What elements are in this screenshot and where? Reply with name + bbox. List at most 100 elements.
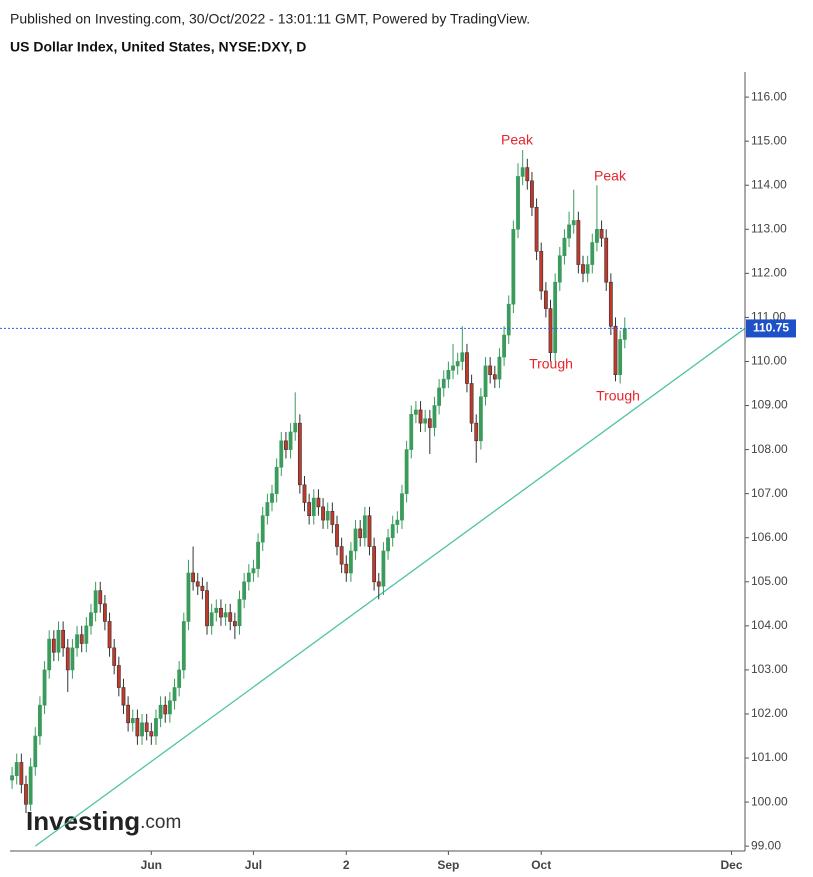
candle-body xyxy=(311,497,316,516)
candle-body xyxy=(316,497,321,508)
x-tick-label: Dec xyxy=(721,858,743,872)
y-tick-label: 116.00 xyxy=(751,89,787,103)
y-tick-label: 104.00 xyxy=(751,618,788,632)
candle-body xyxy=(93,590,98,613)
candle-body xyxy=(103,603,107,622)
candle-body xyxy=(200,585,205,591)
y-tick-label: 105.00 xyxy=(751,574,788,588)
candle-body xyxy=(121,687,126,706)
candle-body xyxy=(451,365,455,371)
logo-brand: Investing xyxy=(26,806,140,836)
candle-body xyxy=(562,237,567,257)
candle-body xyxy=(219,607,223,618)
candle-body xyxy=(520,167,525,177)
candle-body xyxy=(414,409,418,415)
x-tick-label: Oct xyxy=(531,858,551,872)
y-tick-label: 108.00 xyxy=(751,442,788,456)
logo: Investing.com xyxy=(26,806,181,836)
chart-title: US Dollar Index, United States, NYSE:DXY… xyxy=(10,39,306,55)
y-tick-label: 106.00 xyxy=(751,530,788,544)
candle-body xyxy=(56,629,61,653)
candle-body xyxy=(613,325,618,375)
annotation: Peak xyxy=(594,168,627,184)
x-tick-label: Jul xyxy=(245,858,262,872)
candle-body xyxy=(297,422,302,486)
candle-body xyxy=(24,784,28,805)
candle-body xyxy=(390,524,395,539)
candle-body xyxy=(465,352,469,384)
candle-body xyxy=(65,647,70,671)
candle-body xyxy=(534,206,539,252)
y-tick-label: 100.00 xyxy=(751,794,788,808)
candle-body xyxy=(437,387,442,406)
candle-body xyxy=(293,422,298,433)
candle-body xyxy=(381,550,386,587)
candle-body xyxy=(265,502,270,516)
candle-body xyxy=(232,621,237,627)
candle-body xyxy=(172,687,177,702)
candle-body xyxy=(28,766,33,805)
logo-suffix: .com xyxy=(140,812,181,833)
candle-body xyxy=(107,621,112,649)
candle-body xyxy=(618,339,623,375)
candle-body xyxy=(135,718,140,737)
candle-body xyxy=(89,612,93,627)
candle-body xyxy=(205,590,209,627)
candle-body xyxy=(395,519,400,525)
candle-body xyxy=(376,581,381,587)
candle-body xyxy=(307,502,312,516)
candle-body xyxy=(608,281,613,327)
candle-body xyxy=(506,303,511,336)
y-tick-label: 102.00 xyxy=(751,706,788,720)
candle-body xyxy=(321,506,325,521)
candle-body xyxy=(595,228,599,243)
y-tick-label: 110.00 xyxy=(751,354,787,368)
candle-body xyxy=(61,629,66,649)
candle-body xyxy=(158,704,163,719)
y-tick-label: 113.00 xyxy=(751,221,787,235)
candle-body xyxy=(460,352,465,362)
x-tick-label: Jun xyxy=(141,858,162,872)
y-tick-label: 114.00 xyxy=(751,177,787,191)
candle-body xyxy=(154,718,158,737)
candle-body xyxy=(557,255,562,283)
candle-body xyxy=(214,607,219,613)
candle-body xyxy=(75,634,79,649)
candle-body xyxy=(84,625,89,644)
y-tick-label: 115.00 xyxy=(751,133,787,147)
candle-body xyxy=(260,515,265,543)
candle-body xyxy=(353,528,358,552)
candle-body xyxy=(242,581,247,600)
candle-body xyxy=(116,665,121,688)
candle-body xyxy=(427,418,432,428)
candle-body xyxy=(14,762,19,776)
candle-body xyxy=(330,510,335,525)
candle-body xyxy=(492,374,497,380)
candle-body xyxy=(349,550,353,574)
candle-body xyxy=(432,405,437,428)
candle-body xyxy=(167,700,172,715)
candle-body xyxy=(223,612,228,618)
candle-body xyxy=(325,510,330,521)
candle-body xyxy=(483,365,488,398)
candle-body xyxy=(488,365,493,375)
annotation: Trough xyxy=(596,388,640,404)
candle-body xyxy=(441,378,446,389)
x-tick-label: 2 xyxy=(343,858,350,872)
candle-body xyxy=(400,493,404,521)
candle-body xyxy=(418,409,423,424)
candle-body xyxy=(149,731,154,737)
candle-body xyxy=(585,264,590,274)
y-tick-label: 109.00 xyxy=(751,398,788,412)
candle-body xyxy=(19,762,24,785)
candle-body xyxy=(144,722,149,732)
candle-body xyxy=(525,167,530,182)
candle-body xyxy=(497,356,502,380)
candle-body xyxy=(362,515,367,539)
candle-body xyxy=(112,647,117,666)
y-tick-label: 101.00 xyxy=(751,750,788,764)
candle-body xyxy=(79,634,84,644)
candle-body xyxy=(47,638,52,671)
candle-body xyxy=(478,396,483,442)
candle-body xyxy=(186,572,191,622)
